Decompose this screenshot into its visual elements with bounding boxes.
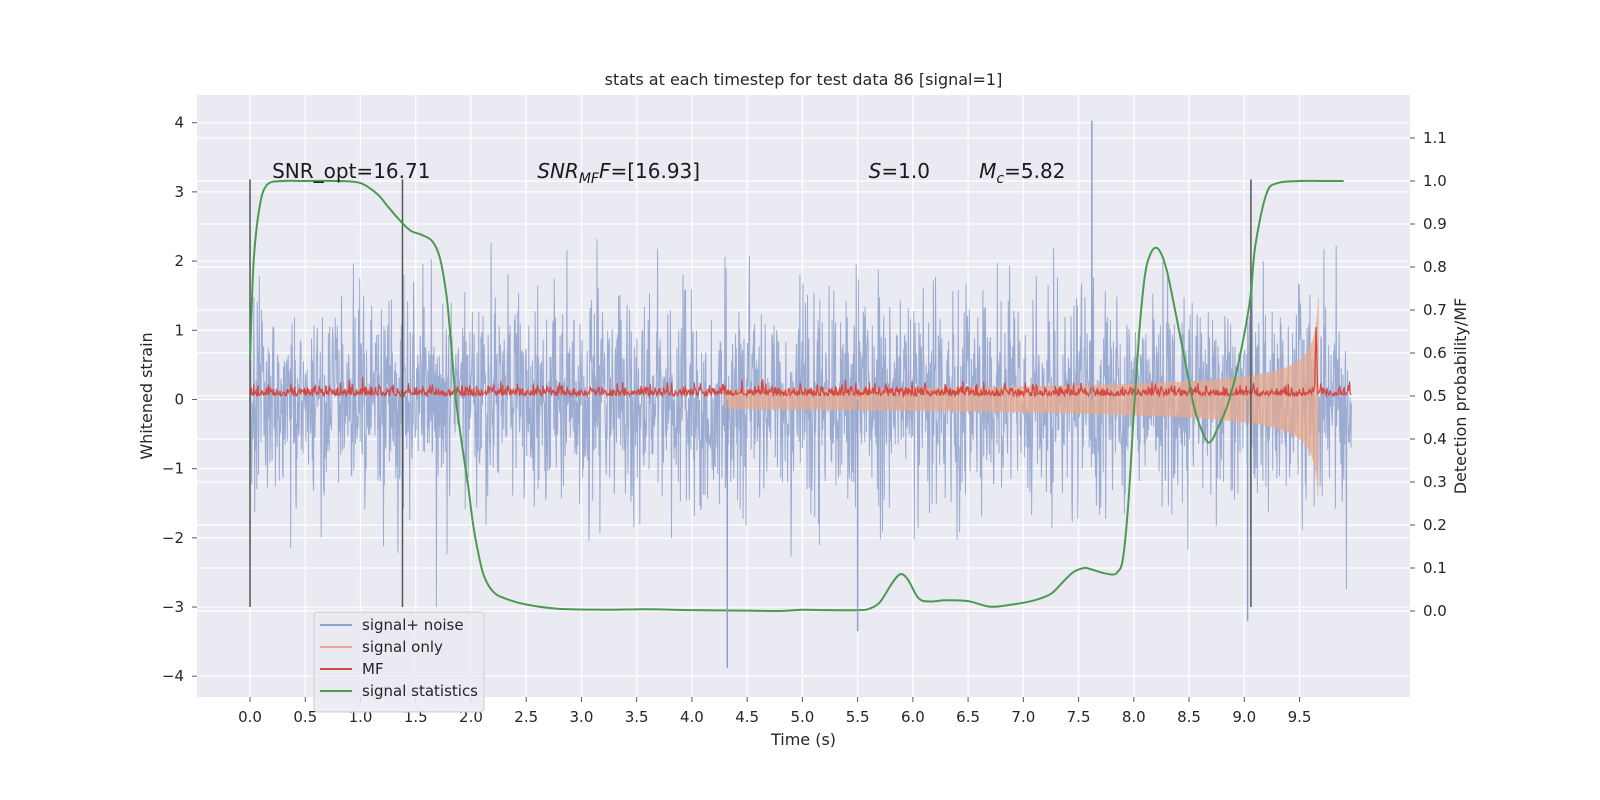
y-right-tick-label: 0.8 [1423,258,1447,276]
y-axis-label: Whitened strain [137,332,156,459]
x-tick-label: 0.5 [293,708,317,726]
y-tick-label: 0 [174,390,184,408]
x-tick-label: 8.0 [1122,708,1146,726]
annotation-s-label: S [869,159,882,183]
legend: signal+ noise signal only MF signal statist… [313,611,485,713]
y-right-tick-label: 0.5 [1423,387,1447,405]
annotations: SNR_opt=16.71 SNRMFF=[16.93] S=1.0 Mc=5.… [272,159,1065,187]
annotation-mc: Mc=5.82 [979,159,1065,187]
y-right-tick-label: 0.0 [1423,602,1447,620]
annotation-s-value: =1.0 [881,159,930,183]
x-tick-label: 5.5 [846,708,870,726]
vertical-markers [249,179,1252,608]
annotation-mc-sub: c [996,171,1004,187]
annotation-snr-mf-value: =[16.93] [610,159,700,183]
x-tick-label: 7.0 [1011,708,1035,726]
y-tick-label: −1 [162,460,184,478]
legend-item: MF [320,660,384,678]
x-tick-label: 4.0 [680,708,704,726]
legend-label: MF [362,660,384,678]
axis-ticks: 0.0 0.5 1.0 1.5 2.0 2.5 3.0 3.5 4.0 4.5 5.0 5.5 6.0 6… [162,114,1447,726]
y-tick-label: −2 [162,529,184,547]
annotation-snr-mf-sub: MF [579,171,600,187]
x-tick-label: 8.5 [1177,708,1201,726]
y-right-tick-label: 1.1 [1423,129,1447,147]
legend-label: signal+ noise [362,616,464,634]
annotation-snr-opt: SNR_opt=16.71 [272,159,430,183]
y-tick-label: −4 [162,667,184,685]
x-tick-label: 2.5 [514,708,538,726]
x-tick-label: 6.0 [901,708,925,726]
y-axis-right-label: Detection probability/MF [1451,298,1470,495]
series-signal-statistics [249,179,1344,613]
legend-item: signal+ noise [320,616,464,634]
x-tick-label: 9.0 [1232,708,1256,726]
y-right-tick-label: 0.3 [1423,473,1447,491]
x-tick-label: 5.0 [790,708,814,726]
y-right-tick-label: 0.7 [1423,301,1447,319]
annotation-snr-mf: SNRMFF=[16.93] [537,159,700,187]
x-tick-label: 9.5 [1288,708,1312,726]
legend-label: signal only [362,638,443,656]
x-axis-label: Time (s) [770,730,836,749]
y-tick-label: 4 [174,114,184,132]
series-mf [249,326,1352,399]
y-right-tick-label: 0.6 [1423,344,1447,362]
y-tick-label: 2 [174,252,184,270]
legend-label: signal statistics [362,682,478,700]
y-tick-label: 1 [174,321,184,339]
legend-item: signal statistics [320,682,478,700]
annotation-snr-mf-base: SNR [537,159,579,183]
x-tick-label: 4.5 [735,708,759,726]
y-right-tick-label: 0.9 [1423,215,1447,233]
annotation-mc-value: =5.82 [1004,159,1065,183]
x-tick-label: 3.5 [625,708,649,726]
y-tick-label: 3 [174,183,184,201]
x-tick-label: 0.0 [238,708,262,726]
series-signal-only [724,297,1319,496]
annotation-snr-mf-f: F [599,159,611,183]
y-tick-label: −3 [162,598,184,616]
y-right-tick-label: 1.0 [1423,172,1447,190]
x-tick-label: 6.5 [956,708,980,726]
y-right-tick-label: 0.4 [1423,430,1447,448]
x-tick-label: 7.5 [1067,708,1091,726]
legend-box [313,611,485,713]
annotation-s: S=1.0 [869,159,930,183]
x-tick-label: 3.0 [570,708,594,726]
y-right-tick-label: 0.2 [1423,516,1447,534]
annotation-mc-base: M [979,159,996,183]
legend-item: signal only [320,638,443,656]
series-layer [249,120,1352,668]
y-right-tick-label: 0.1 [1423,559,1447,577]
chart-title: stats at each timestep for test data 86 … [605,70,1003,89]
